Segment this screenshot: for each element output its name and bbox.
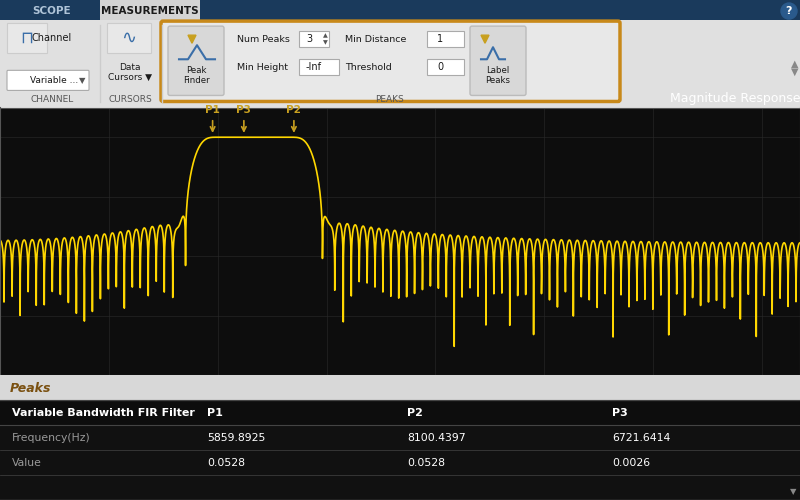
Text: ▲: ▲ xyxy=(322,34,327,38)
Text: 0: 0 xyxy=(437,62,443,72)
Text: Peaks: Peaks xyxy=(10,382,51,394)
Text: 0.0528: 0.0528 xyxy=(207,458,245,468)
Text: Value: Value xyxy=(12,458,42,468)
FancyBboxPatch shape xyxy=(299,31,329,47)
FancyBboxPatch shape xyxy=(0,400,800,500)
FancyBboxPatch shape xyxy=(100,0,200,22)
Text: ▼: ▼ xyxy=(790,488,796,496)
FancyBboxPatch shape xyxy=(107,23,151,53)
Text: Min Distance: Min Distance xyxy=(345,34,406,43)
Text: P2: P2 xyxy=(407,408,423,418)
Text: ▲: ▲ xyxy=(791,58,798,68)
FancyBboxPatch shape xyxy=(7,70,89,90)
FancyBboxPatch shape xyxy=(299,60,339,76)
Text: CURSORS: CURSORS xyxy=(108,96,152,104)
FancyBboxPatch shape xyxy=(161,21,620,102)
Text: -Inf: -Inf xyxy=(306,62,322,72)
Text: 3: 3 xyxy=(306,34,312,44)
FancyBboxPatch shape xyxy=(427,31,464,47)
Text: ?: ? xyxy=(786,6,792,16)
Text: PEAKS: PEAKS xyxy=(376,96,404,104)
Text: 0.0026: 0.0026 xyxy=(612,458,650,468)
FancyBboxPatch shape xyxy=(0,0,800,20)
Text: Min Height: Min Height xyxy=(237,63,288,72)
Text: P3: P3 xyxy=(612,408,628,418)
Text: ▼: ▼ xyxy=(78,76,86,85)
Text: ▼: ▼ xyxy=(791,66,798,76)
Text: Data: Data xyxy=(119,63,141,72)
Text: ▼: ▼ xyxy=(322,40,327,46)
Polygon shape xyxy=(188,35,196,43)
FancyBboxPatch shape xyxy=(0,20,800,108)
Text: Channel: Channel xyxy=(32,33,72,43)
Text: Label
Peaks: Label Peaks xyxy=(486,66,510,86)
FancyBboxPatch shape xyxy=(0,375,800,400)
Text: Cursors ▼: Cursors ▼ xyxy=(108,73,152,82)
Text: 8100.4397: 8100.4397 xyxy=(407,433,466,443)
Text: Num Peaks: Num Peaks xyxy=(237,34,290,43)
FancyBboxPatch shape xyxy=(427,60,464,76)
Text: MEASUREMENTS: MEASUREMENTS xyxy=(101,6,199,16)
Text: Threshold: Threshold xyxy=(345,63,392,72)
Text: Variable ...: Variable ... xyxy=(30,76,78,85)
FancyBboxPatch shape xyxy=(7,23,47,53)
Circle shape xyxy=(781,3,797,19)
Text: CHANNEL: CHANNEL xyxy=(30,96,74,104)
Text: ∿: ∿ xyxy=(122,29,137,47)
Text: P2: P2 xyxy=(286,105,302,115)
Text: Peak
Finder: Peak Finder xyxy=(182,66,210,86)
Text: 5859.8925: 5859.8925 xyxy=(207,433,266,443)
Text: 6721.6414: 6721.6414 xyxy=(612,433,670,443)
Text: P1: P1 xyxy=(207,408,223,418)
Polygon shape xyxy=(481,35,489,43)
FancyBboxPatch shape xyxy=(168,26,224,96)
FancyBboxPatch shape xyxy=(470,26,526,96)
FancyBboxPatch shape xyxy=(0,400,800,425)
Text: Magnitude Response: Magnitude Response xyxy=(670,92,800,105)
Text: P3: P3 xyxy=(237,105,251,115)
Text: ⊓: ⊓ xyxy=(21,29,34,47)
Text: Frequency(Hz): Frequency(Hz) xyxy=(12,433,90,443)
Text: 0.0528: 0.0528 xyxy=(407,458,445,468)
Text: SCOPE: SCOPE xyxy=(33,6,71,16)
Text: P1: P1 xyxy=(205,105,220,115)
X-axis label: Frequency (kHz): Frequency (kHz) xyxy=(349,404,451,417)
Text: 1: 1 xyxy=(437,34,443,44)
Text: Variable Bandwidth FIR Filter: Variable Bandwidth FIR Filter xyxy=(12,408,195,418)
